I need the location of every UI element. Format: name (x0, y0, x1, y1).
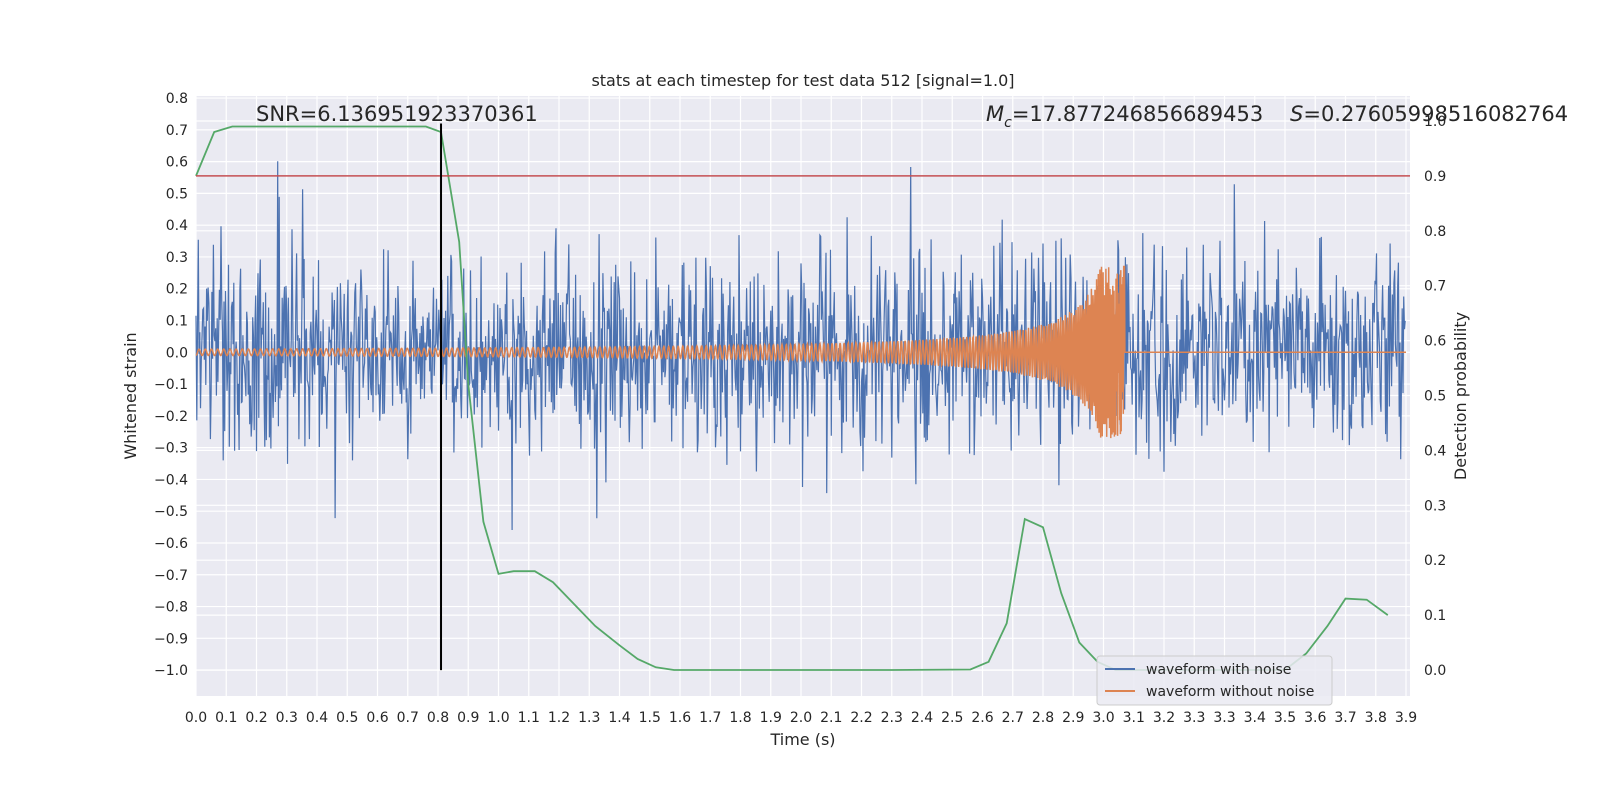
s-annotation: S=0.27605998516082764 (1290, 102, 1568, 126)
y-left-tick-label: −0.1 (154, 377, 188, 393)
s-symbol: S (1290, 102, 1303, 126)
x-tick-label: 3.9 (1395, 710, 1417, 726)
x-tick-label: 2.5 (941, 710, 963, 726)
x-tick-label: 3.6 (1304, 710, 1326, 726)
y-right-tick-label: 0.5 (1424, 389, 1446, 405)
x-tick-label: 0.1 (215, 710, 237, 726)
y-right-tick-labels: 1.0 0.9 0.8 0.7 0.6 0.5 0.4 0.3 0.2 0.1 0.0 (1424, 114, 1446, 679)
x-tick-label: 0.4 (306, 710, 328, 726)
x-tick-label: 3.0 (1092, 710, 1114, 726)
x-tick-label: 2.2 (850, 710, 872, 726)
x-tick-label: 2.1 (820, 710, 842, 726)
y-left-axis-label: Whitened strain (121, 332, 140, 459)
noise-line (195, 161, 1406, 531)
x-tick-label: 1.8 (729, 710, 751, 726)
x-tick-label: 1.5 (639, 710, 661, 726)
y-right-tick-label: 0.4 (1424, 443, 1446, 459)
y-left-tick-label: −1.0 (154, 663, 188, 679)
y-left-tick-label: −0.3 (154, 441, 188, 457)
y-left-tick-label: 0.7 (166, 123, 188, 139)
x-tick-label: 1.7 (699, 710, 721, 726)
legend: waveform with noise waveform without noi… (1096, 655, 1333, 706)
x-tick-label: 3.3 (1213, 710, 1235, 726)
x-axis-label: Time (s) (769, 730, 835, 749)
mc-symbol: M (986, 102, 1004, 126)
x-tick-label: 3.4 (1244, 710, 1266, 726)
x-tick-label: 1.0 (487, 710, 509, 726)
x-tick-label: 3.1 (1123, 710, 1145, 726)
mc-subscript: c (1004, 115, 1012, 131)
x-tick-label: 1.4 (608, 710, 630, 726)
x-tick-labels: 0.0 0.1 0.2 0.3 0.4 0.5 0.6 0.7 0.8 0.9 1.0 1.1 1.2 1… (185, 710, 1417, 726)
y-right-tick-label: 0.0 (1424, 663, 1446, 679)
clean-line (195, 265, 1406, 439)
y-left-tick-label: −0.8 (154, 600, 188, 616)
x-tick-label: 3.5 (1274, 710, 1296, 726)
x-tick-label: 0.6 (366, 710, 388, 726)
x-tick-label: 2.6 (971, 710, 993, 726)
series-waveform-without-noise (195, 265, 1406, 439)
x-tick-label: 2.3 (881, 710, 903, 726)
x-tick-label: 0.9 (457, 710, 479, 726)
legend-label-noise: waveform with noise (1146, 662, 1291, 678)
y-left-tick-label: 0.3 (166, 250, 188, 266)
x-tick-label: 3.8 (1365, 710, 1387, 726)
legend-label-clean: waveform without noise (1146, 684, 1314, 700)
y-right-tick-label: 0.9 (1424, 169, 1446, 185)
x-tick-label: 0.7 (397, 710, 419, 726)
snr-annotation: SNR=6.136951923370361 (256, 102, 538, 126)
y-left-tick-label: −0.2 (154, 409, 188, 425)
y-left-tick-label: −0.7 (154, 568, 188, 584)
x-tick-label: 2.4 (911, 710, 933, 726)
x-tick-label: 1.6 (669, 710, 691, 726)
series-waveform-with-noise (195, 161, 1406, 531)
s-value: =0.27605998516082764 (1303, 102, 1568, 126)
x-tick-label: 3.3 (1183, 710, 1205, 726)
y-right-axis-label: Detection probability (1451, 312, 1470, 480)
y-left-tick-label: 0.6 (166, 155, 188, 171)
chart-title: stats at each timestep for test data 512… (591, 71, 1014, 90)
x-tick-label: 1.9 (760, 710, 782, 726)
x-tick-label: 2.7 (1002, 710, 1024, 726)
y-left-tick-label: 0.8 (166, 91, 188, 107)
x-tick-label: 0.8 (427, 710, 449, 726)
x-tick-label: 1.1 (518, 710, 540, 726)
y-right-tick-label: 0.2 (1424, 553, 1446, 569)
y-right-tick-label: 0.3 (1424, 498, 1446, 514)
y-right-tick-label: 0.8 (1424, 224, 1446, 240)
y-left-tick-label: −0.6 (154, 536, 188, 552)
x-tick-label: 1.2 (548, 710, 570, 726)
x-tick-label: 2.8 (1032, 710, 1054, 726)
y-left-tick-label: 0.2 (166, 282, 188, 298)
y-left-tick-label: −0.5 (154, 504, 188, 520)
mc-value: =17.877246856689453 (1012, 102, 1263, 126)
x-tick-label: 0.5 (336, 710, 358, 726)
y-right-tick-label: 0.6 (1424, 334, 1446, 350)
x-tick-label: 2.9 (1062, 710, 1084, 726)
x-tick-label: 0.2 (245, 710, 267, 726)
y-right-tick-label: 0.7 (1424, 279, 1446, 295)
x-tick-label: 2.0 (790, 710, 812, 726)
y-left-tick-label: 0.0 (166, 345, 188, 361)
legend-box (1096, 655, 1333, 706)
y-left-tick-label: −0.4 (154, 472, 188, 488)
x-tick-label: 3.2 (1153, 710, 1175, 726)
x-tick-label: 0.3 (276, 710, 298, 726)
reference-lines (196, 123, 1410, 671)
y-right-tick-label: 0.1 (1424, 608, 1446, 624)
x-tick-label: 1.3 (578, 710, 600, 726)
y-left-tick-label: 0.4 (166, 218, 188, 234)
x-tick-label: 0.0 (185, 710, 207, 726)
y-left-tick-label: −0.9 (154, 631, 188, 647)
y-left-tick-label: 0.5 (166, 186, 188, 202)
y-left-tick-label: 0.1 (166, 314, 188, 330)
y-left-tick-labels: 0.8 0.7 0.6 0.5 0.4 0.3 0.2 0.1 0.0 −0.1 −0.2 −0.3 −… (154, 91, 188, 679)
y-right-tick-label: 1.0 (1424, 114, 1446, 130)
chirp-mass-annotation: Mc=17.877246856689453 (986, 102, 1263, 131)
x-tick-label: 3.7 (1334, 710, 1356, 726)
